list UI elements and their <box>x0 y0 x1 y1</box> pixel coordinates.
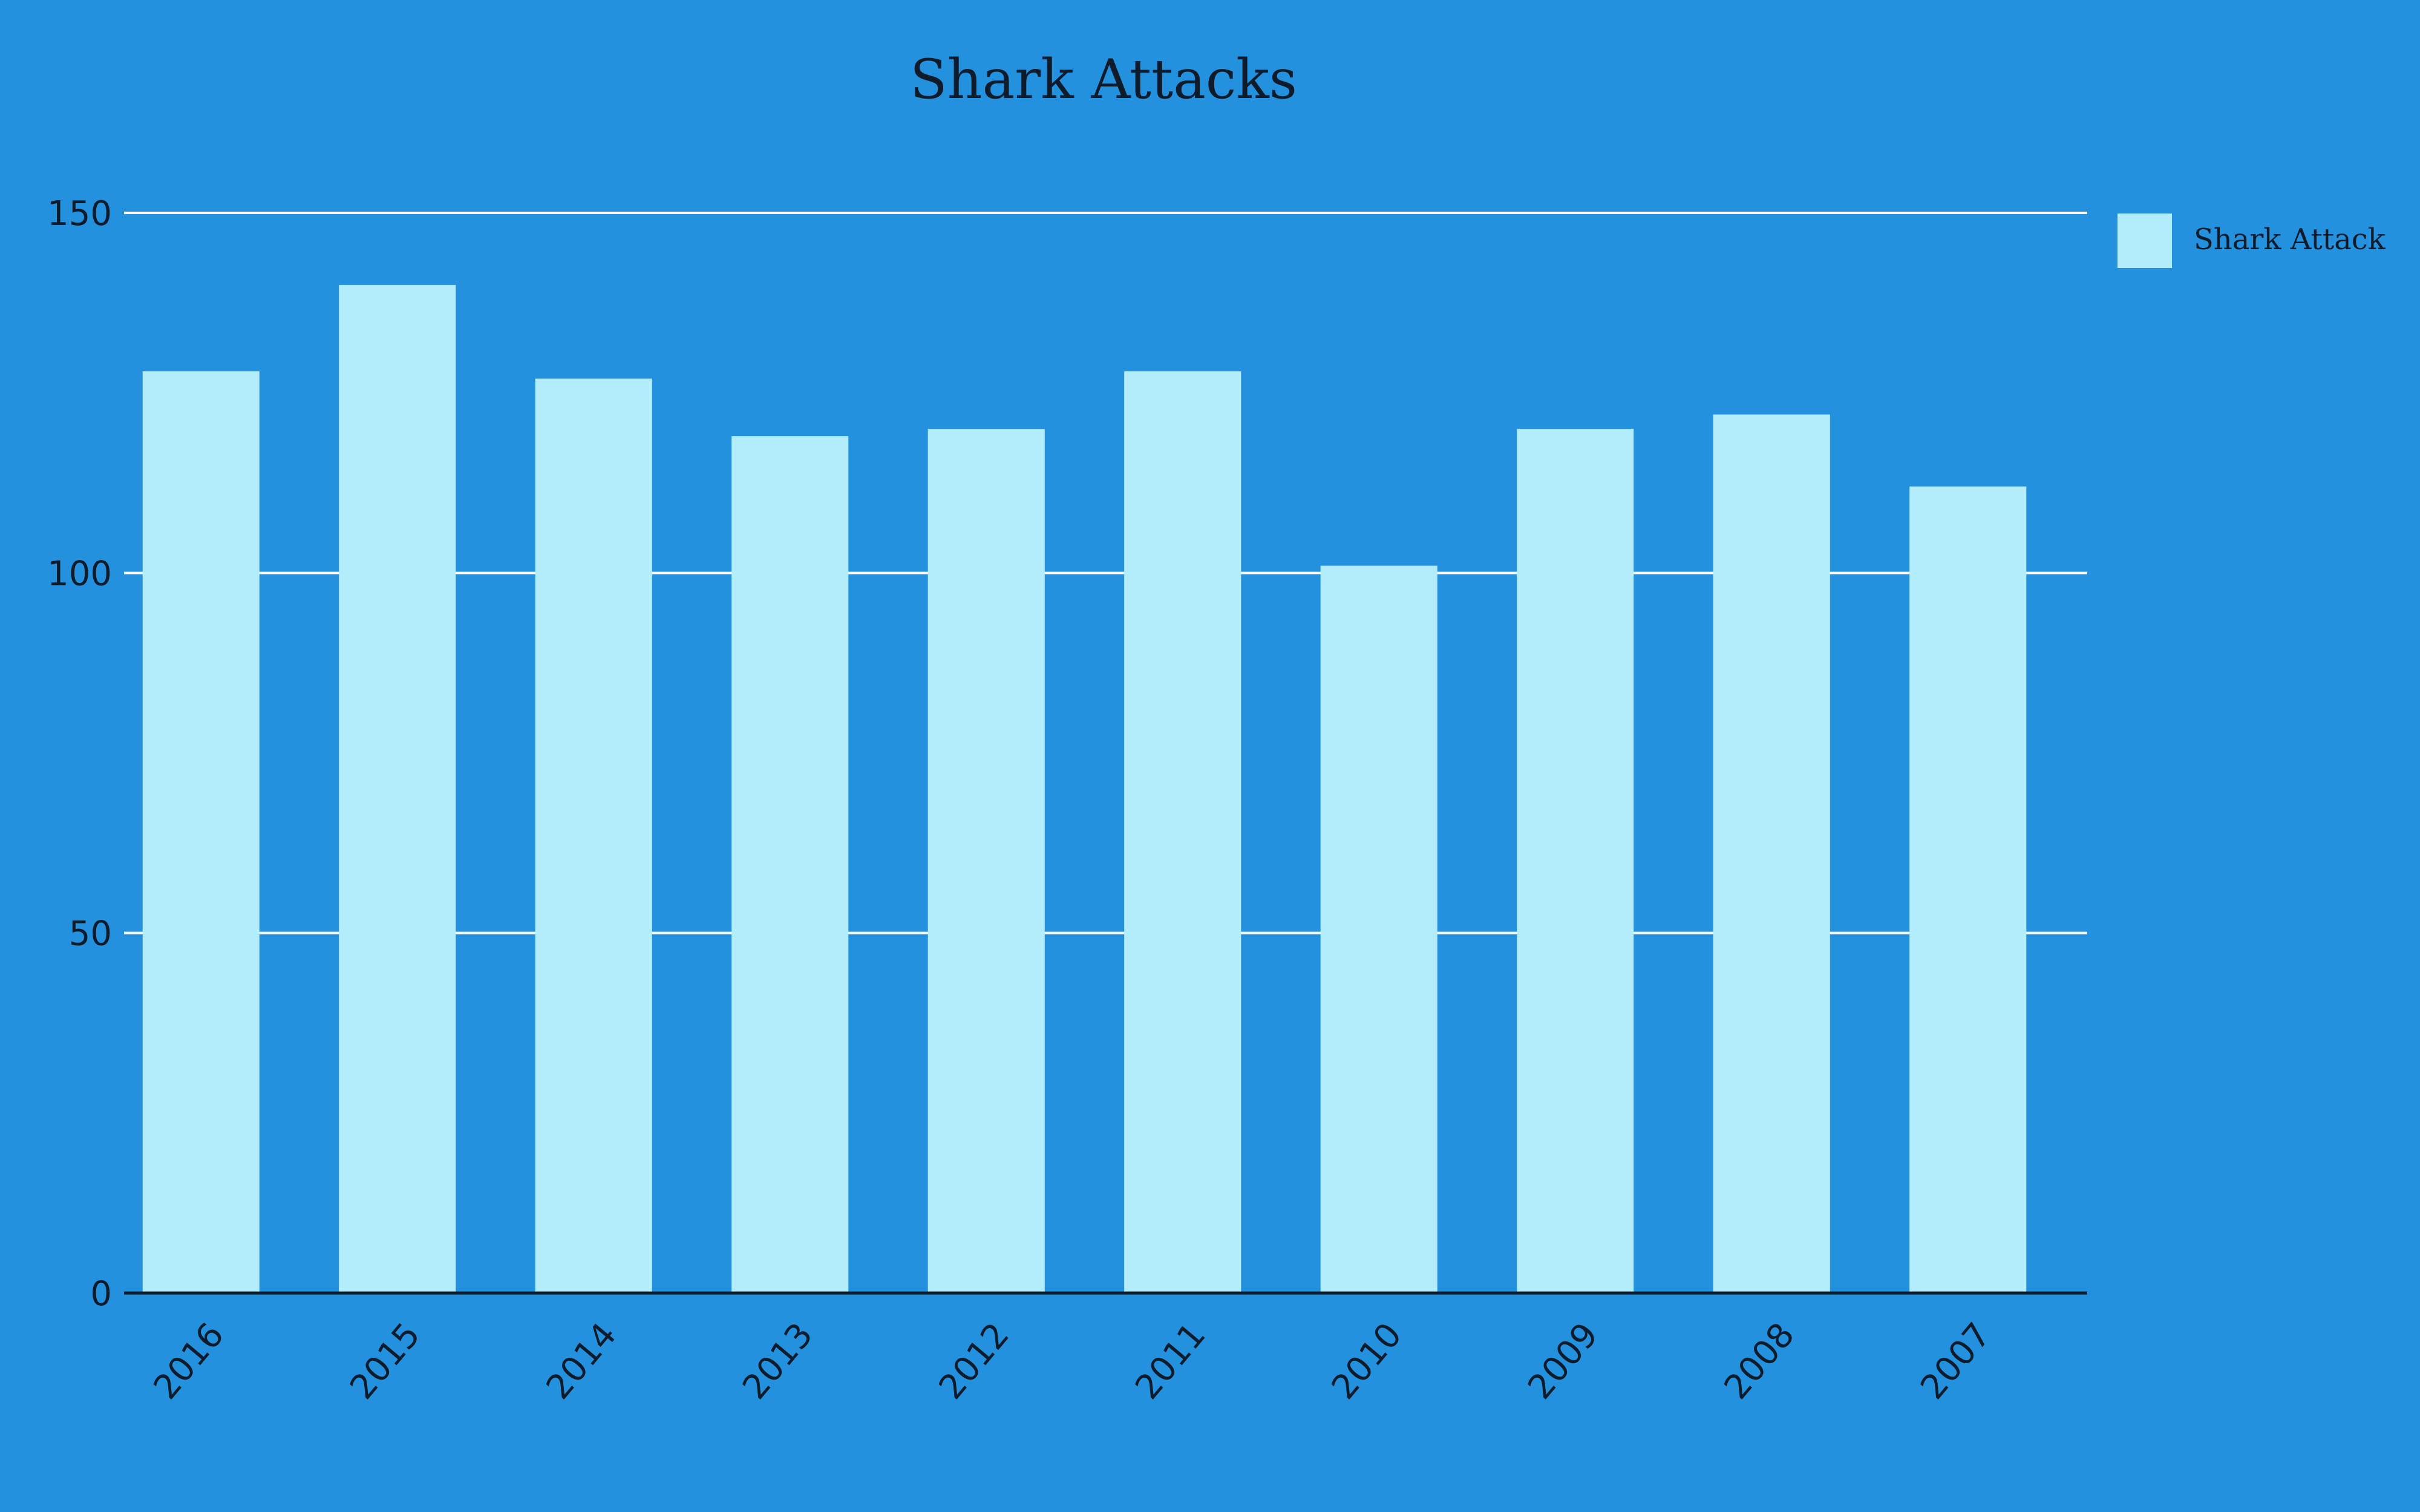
legend-swatch <box>2118 213 2172 268</box>
bar-2010 <box>1320 565 1437 1293</box>
bar-2008 <box>1713 414 1830 1293</box>
y-tick-label: 100 <box>47 554 112 593</box>
x-tick-label: 2009 <box>1520 1315 1606 1407</box>
x-tick-label: 2015 <box>342 1315 428 1407</box>
x-tick-label: 2011 <box>1128 1315 1213 1407</box>
x-tick-label: 2012 <box>932 1315 1017 1407</box>
x-tick-label: 2007 <box>1913 1315 1998 1407</box>
x-tick-label: 2008 <box>1717 1315 1802 1407</box>
bar-2016 <box>142 371 260 1293</box>
legend-label: Shark Attack <box>2194 223 2386 256</box>
bar-2015 <box>339 285 456 1294</box>
x-tick-label: 2014 <box>539 1315 624 1407</box>
bar-2011 <box>1124 371 1241 1293</box>
y-tick-label: 150 <box>47 194 112 233</box>
bar-2012 <box>927 429 1045 1294</box>
bar-2009 <box>1517 429 1634 1294</box>
bar-2007 <box>1909 486 2027 1293</box>
bars <box>142 285 2027 1294</box>
x-tick-label: 2016 <box>146 1315 232 1407</box>
bar-2013 <box>731 436 849 1293</box>
legend: Shark Attack <box>2118 213 2386 268</box>
x-tick-label: 2013 <box>735 1315 820 1407</box>
bar-2014 <box>535 378 652 1294</box>
y-tick-label: 0 <box>90 1274 112 1314</box>
x-tick-label: 2010 <box>1324 1315 1410 1407</box>
chart-title: Shark Attacks <box>910 48 1297 111</box>
y-tick-label: 50 <box>69 914 112 954</box>
